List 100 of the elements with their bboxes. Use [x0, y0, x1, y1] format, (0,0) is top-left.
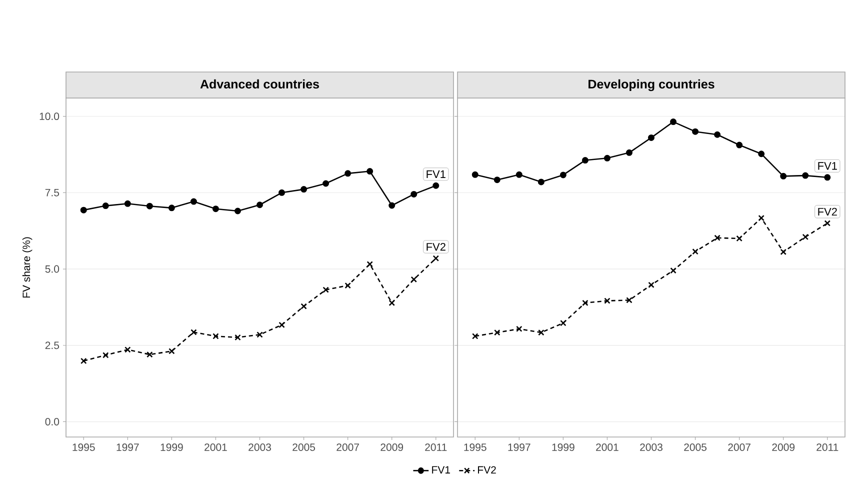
point	[432, 255, 440, 262]
chart-title: Developing countries	[588, 79, 714, 92]
point	[212, 333, 219, 340]
legend-label: FV1	[432, 466, 450, 474]
text: FV2	[426, 242, 446, 251]
point	[344, 170, 352, 177]
point	[278, 322, 285, 328]
x-tick-label: 2003	[248, 444, 271, 451]
point	[366, 168, 374, 175]
x-tick-label: 1995	[72, 444, 95, 451]
point	[102, 352, 109, 358]
x-tick-label: 1999	[160, 444, 183, 451]
point	[648, 134, 655, 141]
point	[714, 234, 720, 241]
point	[124, 200, 131, 207]
point	[692, 128, 699, 135]
point	[582, 157, 588, 164]
x-tick-label: 2007	[336, 444, 359, 451]
point	[212, 206, 219, 212]
point	[190, 329, 197, 336]
point	[560, 320, 566, 326]
point	[234, 334, 241, 341]
point	[824, 174, 831, 181]
legend-label: FV2	[478, 466, 496, 474]
point	[80, 358, 87, 364]
x-tick-label: 1995	[464, 444, 486, 451]
point	[322, 286, 329, 293]
point	[472, 333, 478, 340]
point	[736, 142, 743, 148]
y-tick-label: 0.0	[45, 418, 60, 426]
point	[670, 267, 676, 274]
point	[388, 202, 396, 209]
point	[582, 300, 588, 306]
point	[410, 190, 418, 198]
point	[714, 131, 721, 138]
series-label: FV2	[818, 208, 837, 216]
point	[494, 176, 500, 184]
point	[80, 206, 87, 214]
point	[322, 180, 330, 187]
point	[692, 248, 698, 255]
x-tick-label: 1997	[508, 444, 530, 451]
x-tick-label: 2003	[640, 444, 662, 451]
x-tick-label: 2007	[728, 444, 750, 451]
point	[758, 214, 764, 222]
point	[560, 172, 566, 178]
point	[388, 300, 395, 306]
x-tick-label: 1999	[552, 444, 574, 451]
series-label: FV1	[818, 162, 837, 170]
point	[168, 348, 175, 354]
point	[124, 346, 131, 353]
point	[648, 282, 654, 288]
point	[168, 204, 175, 212]
y-tick-label: 10.0	[40, 112, 60, 120]
x-tick-label: 2009	[772, 444, 795, 451]
point	[780, 172, 787, 180]
y-tick-label: 5.0	[45, 265, 60, 273]
x-tick-label: 2005	[684, 444, 707, 451]
point	[472, 171, 478, 178]
point	[344, 282, 351, 289]
point	[516, 171, 522, 178]
point	[802, 172, 809, 179]
point	[146, 202, 153, 210]
point	[190, 198, 197, 205]
x-tick-label: 2011	[816, 444, 838, 451]
x-tick-label: 2001	[204, 444, 227, 451]
point	[300, 303, 307, 310]
point	[432, 182, 440, 189]
point	[300, 186, 308, 193]
x-tick-label: 2005	[292, 444, 316, 451]
chart-title: Advanced countries	[200, 79, 319, 89]
text: FV1	[426, 170, 446, 178]
point	[538, 329, 544, 336]
point	[516, 326, 522, 332]
point	[758, 150, 765, 158]
point	[780, 248, 786, 256]
x-tick-label: 1997	[116, 444, 139, 451]
x-tick-label: 2001	[596, 444, 618, 451]
x-tick-label: 2011	[425, 444, 447, 451]
point	[410, 276, 417, 283]
point	[256, 332, 263, 338]
point	[604, 298, 610, 304]
point	[234, 208, 241, 214]
y-tick-label: 7.5	[45, 189, 60, 196]
point	[278, 189, 286, 196]
point	[626, 149, 632, 156]
point	[824, 220, 831, 226]
y-axis-title: FV share (%)	[22, 237, 32, 298]
point	[494, 329, 500, 336]
point	[670, 118, 677, 126]
x-tick-label: 2009	[380, 444, 404, 451]
point	[146, 351, 153, 358]
point	[366, 261, 373, 268]
y-tick-label: 2.5	[45, 342, 60, 350]
point	[802, 234, 808, 240]
point	[102, 202, 109, 210]
point	[256, 202, 264, 208]
point	[626, 297, 632, 304]
point	[538, 178, 544, 186]
point	[736, 235, 742, 242]
point	[604, 154, 610, 162]
